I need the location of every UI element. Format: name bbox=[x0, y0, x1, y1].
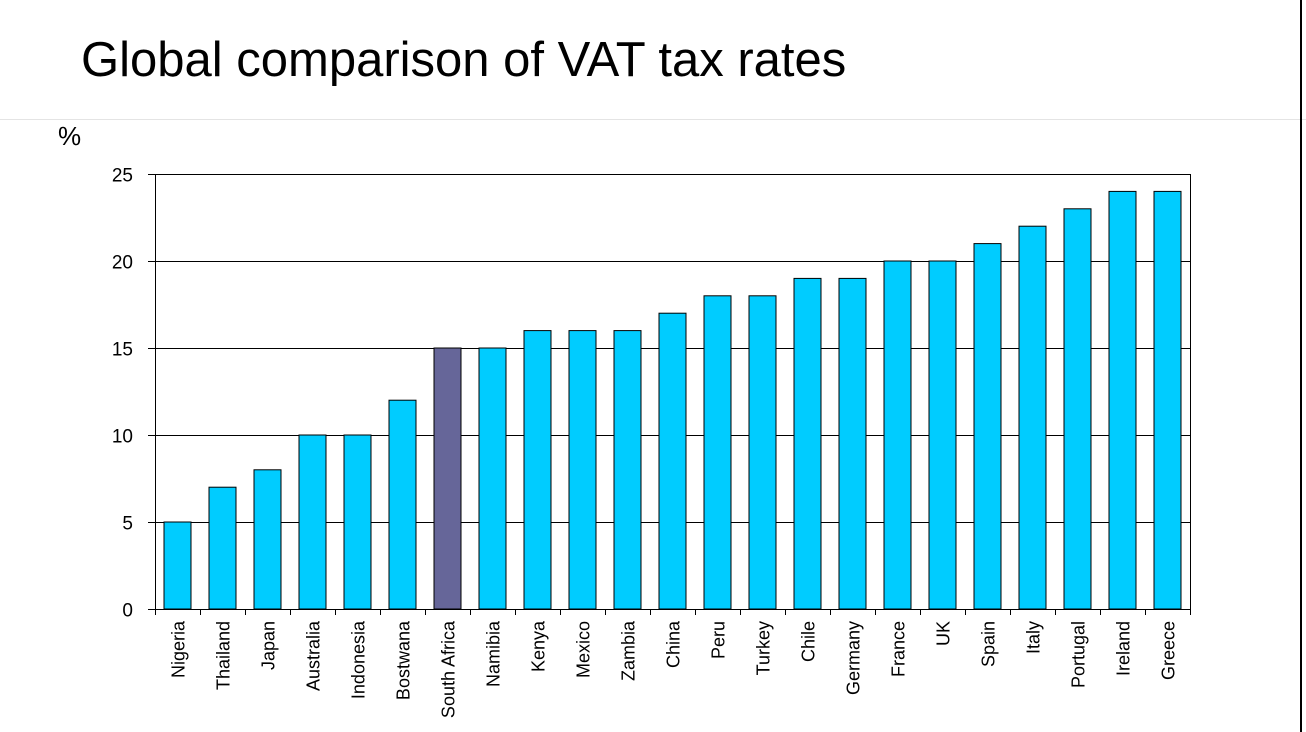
y-tick-label: 0 bbox=[122, 601, 133, 622]
x-tick-label: Nigeria bbox=[169, 620, 189, 678]
bar-uk bbox=[928, 260, 957, 610]
x-tick-label: Greece bbox=[1159, 621, 1179, 680]
slide-right-border bbox=[1300, 0, 1302, 732]
bar-chile bbox=[793, 277, 822, 610]
bar-namibia bbox=[478, 347, 507, 610]
bar-turkey bbox=[748, 295, 777, 610]
bar-ireland bbox=[1108, 190, 1137, 610]
y-tick-labels: 0 5 10 15 20 25 bbox=[112, 166, 133, 622]
bars bbox=[163, 190, 1182, 610]
y-tick-label: 5 bbox=[122, 514, 133, 535]
bar-zambia bbox=[613, 330, 642, 610]
y-tick-label: 20 bbox=[112, 253, 133, 274]
x-tick-label: Indonesia bbox=[349, 620, 369, 699]
x-tick-labels: Nigeria Thailand Japan Australia Indonesia Bo… bbox=[169, 620, 1179, 718]
x-tick-label: South Africa bbox=[439, 620, 459, 718]
bar-japan bbox=[253, 469, 282, 610]
bar-italy bbox=[1018, 225, 1047, 610]
x-tick-label: Chile bbox=[799, 621, 819, 662]
bar-bostwana bbox=[388, 399, 417, 610]
bar-indonesia bbox=[343, 434, 372, 610]
x-tick-label: Germany bbox=[844, 621, 864, 695]
x-tick-label: Mexico bbox=[574, 621, 594, 678]
bar-peru bbox=[703, 295, 732, 610]
x-tick-label: Turkey bbox=[754, 621, 774, 675]
x-tick-label: Ireland bbox=[1114, 621, 1134, 676]
bar-greece bbox=[1153, 190, 1182, 610]
x-tick-label: Namibia bbox=[484, 620, 504, 687]
axes bbox=[148, 174, 1191, 615]
bar-china bbox=[658, 312, 687, 610]
y-axis-unit-label: % bbox=[58, 121, 82, 151]
x-tick-label: Japan bbox=[259, 621, 279, 670]
x-tick-label: Peru bbox=[709, 621, 729, 659]
x-tick-label: Italy bbox=[1024, 621, 1044, 654]
bar-mexico bbox=[568, 330, 597, 610]
y-tick-label: 25 bbox=[112, 166, 133, 187]
bar-france bbox=[883, 260, 912, 610]
bar-australia bbox=[298, 434, 327, 610]
bar-spain bbox=[973, 243, 1002, 610]
x-tick-label: Zambia bbox=[619, 620, 639, 681]
x-tick-label: Bostwana bbox=[394, 620, 414, 700]
x-tick-label: Kenya bbox=[529, 620, 549, 672]
y-tick-label: 15 bbox=[112, 340, 133, 361]
x-tick-label: Spain bbox=[979, 621, 999, 667]
bar-portugal bbox=[1063, 208, 1092, 610]
bar-nigeria bbox=[163, 521, 192, 610]
bar-south-africa bbox=[433, 347, 462, 610]
x-tick-label: France bbox=[889, 621, 909, 677]
x-tick-label: UK bbox=[934, 621, 954, 646]
x-tick-label: Thailand bbox=[214, 621, 234, 690]
y-tick-label: 10 bbox=[112, 427, 133, 448]
x-tick-label: Portugal bbox=[1069, 621, 1089, 688]
bar-thailand bbox=[208, 486, 237, 610]
x-tick-label: China bbox=[664, 620, 684, 668]
bar-kenya bbox=[523, 330, 552, 610]
bar-germany bbox=[838, 277, 867, 610]
x-tick-label: Australia bbox=[304, 620, 324, 691]
slide-title: Global comparison of VAT tax rates bbox=[81, 33, 847, 87]
title-divider bbox=[0, 119, 1306, 120]
